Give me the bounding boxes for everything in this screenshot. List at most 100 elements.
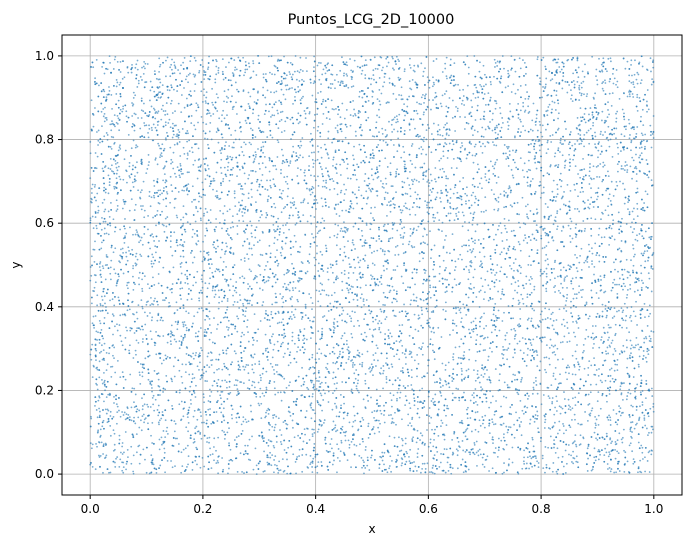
scatter-point [163, 168, 165, 170]
scatter-point [492, 298, 494, 300]
scatter-point [605, 353, 607, 355]
scatter-point [577, 76, 579, 78]
scatter-point [382, 460, 384, 462]
scatter-point [254, 387, 256, 389]
scatter-point [589, 315, 591, 317]
scatter-point [131, 387, 133, 389]
scatter-point [108, 192, 110, 194]
scatter-point [392, 418, 394, 420]
scatter-point [125, 337, 127, 339]
scatter-point [310, 194, 312, 196]
scatter-point [491, 331, 493, 333]
scatter-point [597, 196, 599, 198]
scatter-point [148, 379, 150, 381]
scatter-point [613, 261, 615, 263]
scatter-point [611, 441, 613, 443]
scatter-point [572, 451, 574, 453]
scatter-point [385, 142, 387, 144]
scatter-point [470, 143, 472, 145]
scatter-point [139, 383, 141, 385]
scatter-point [106, 413, 108, 415]
scatter-point [252, 357, 254, 359]
scatter-point [596, 79, 598, 81]
scatter-point [270, 313, 272, 315]
scatter-point [353, 299, 355, 301]
scatter-point [390, 471, 392, 473]
scatter-point [606, 70, 608, 72]
scatter-point [348, 346, 350, 348]
scatter-point [579, 89, 581, 91]
scatter-point [321, 157, 323, 159]
scatter-point [388, 201, 390, 203]
scatter-point [262, 141, 264, 143]
scatter-point [251, 364, 253, 366]
scatter-point [228, 145, 230, 147]
scatter-point [249, 142, 251, 144]
scatter-point [174, 144, 176, 146]
scatter-point [172, 283, 174, 285]
scatter-point [547, 264, 549, 266]
scatter-point [405, 461, 407, 463]
scatter-point [616, 143, 618, 145]
scatter-point [457, 307, 459, 309]
scatter-point [138, 284, 140, 286]
scatter-point [620, 407, 622, 409]
scatter-point [101, 425, 103, 427]
scatter-point [593, 98, 595, 100]
scatter-point [579, 134, 581, 136]
scatter-point [197, 312, 199, 314]
scatter-point [387, 56, 389, 58]
scatter-point [179, 288, 181, 290]
scatter-point [461, 145, 463, 147]
scatter-point [592, 253, 594, 255]
scatter-point [300, 169, 302, 171]
scatter-point [409, 241, 411, 243]
scatter-point [273, 369, 275, 371]
scatter-point [520, 109, 522, 111]
scatter-point [374, 282, 376, 284]
scatter-point [248, 103, 250, 105]
scatter-point [216, 131, 218, 133]
scatter-point [351, 78, 353, 80]
scatter-point [601, 145, 603, 147]
scatter-point [232, 157, 234, 159]
scatter-point [173, 365, 175, 367]
scatter-point [552, 462, 554, 464]
scatter-point [150, 454, 152, 456]
scatter-point [167, 122, 169, 124]
scatter-point [162, 320, 164, 322]
scatter-point [326, 294, 328, 296]
scatter-point [227, 329, 229, 331]
scatter-point [119, 179, 121, 181]
scatter-point [336, 244, 338, 246]
scatter-point [123, 199, 125, 201]
scatter-point [117, 61, 119, 63]
scatter-point [170, 246, 172, 248]
scatter-point [453, 158, 455, 160]
scatter-point [136, 253, 138, 255]
scatter-point [165, 205, 167, 207]
scatter-point [349, 315, 351, 317]
scatter-point [579, 169, 581, 171]
scatter-point [474, 196, 476, 198]
scatter-point [574, 336, 576, 338]
scatter-point [574, 84, 576, 86]
scatter-point [321, 254, 323, 256]
scatter-point [644, 260, 646, 262]
scatter-point [208, 254, 210, 256]
scatter-point [519, 341, 521, 343]
scatter-point [393, 289, 395, 291]
scatter-point [313, 384, 315, 386]
scatter-point [135, 394, 137, 396]
scatter-point [572, 388, 574, 390]
scatter-point [563, 466, 565, 468]
scatter-point [119, 229, 121, 231]
scatter-point [177, 245, 179, 247]
scatter-point [195, 128, 197, 130]
scatter-point [377, 98, 379, 100]
scatter-point [106, 256, 108, 258]
scatter-point [159, 394, 161, 396]
scatter-point [564, 325, 566, 327]
scatter-point [247, 364, 249, 366]
scatter-point [608, 214, 610, 216]
